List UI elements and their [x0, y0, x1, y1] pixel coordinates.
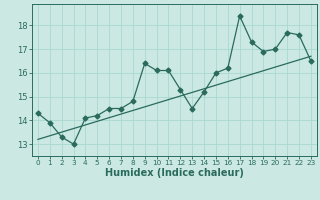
X-axis label: Humidex (Indice chaleur): Humidex (Indice chaleur)	[105, 168, 244, 178]
